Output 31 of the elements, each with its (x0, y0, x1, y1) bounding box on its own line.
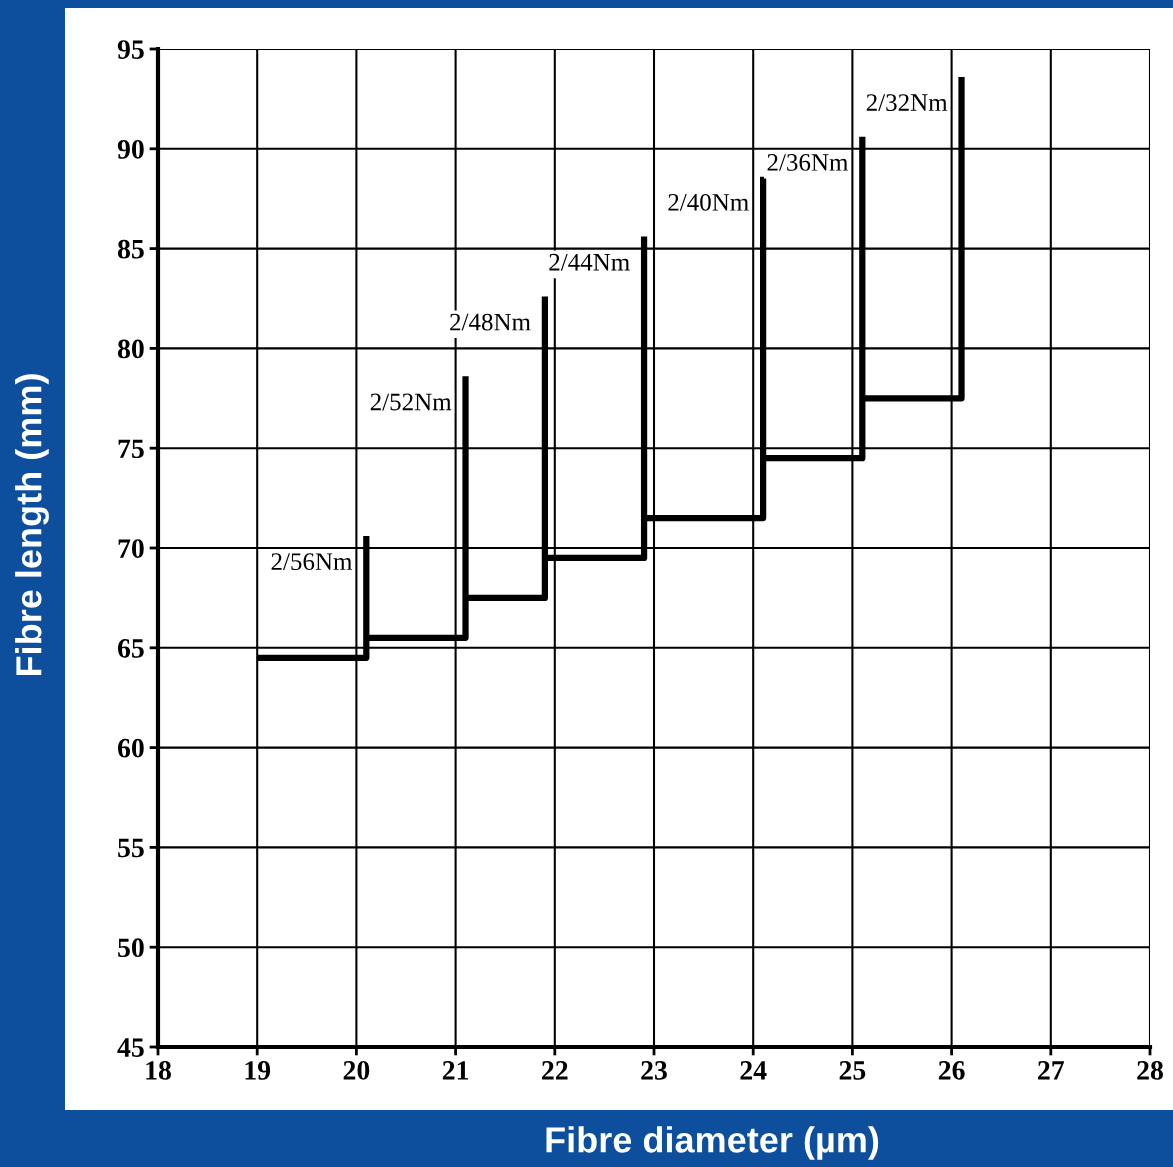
y-tick-label: 75 (118, 439, 144, 459)
series-label: 2/56Nm (271, 553, 353, 571)
series-label: 2/52Nm (370, 393, 452, 411)
x-tick-label: 24 (740, 1061, 767, 1080)
series-label: 2/48Nm (450, 313, 531, 331)
y-tick-label: 85 (117, 239, 144, 259)
y-tick-label: 70 (118, 539, 144, 558)
x-tick-label: 25 (839, 1061, 866, 1080)
x-tick-label: 26 (938, 1061, 965, 1080)
y-axis-title: Fibre length (mm) (15, 374, 49, 676)
x-tick-label: 18 (146, 1061, 171, 1080)
series-label: 2/32Nm (866, 94, 948, 111)
x-tick-label: 22 (542, 1061, 568, 1080)
x-tick-label: 19 (245, 1061, 271, 1080)
y-tick-label: 65 (117, 639, 144, 658)
x-axis-title: Fibre diameter (µm) (546, 1126, 879, 1160)
x-tick-label: 27 (1038, 1061, 1065, 1080)
y-tick-label: 55 (118, 838, 144, 858)
y-tick-label: 45 (117, 1038, 144, 1057)
y-tick-label: 80 (117, 339, 144, 359)
x-tick-label: 28 (1137, 1061, 1163, 1080)
x-tick-label: 23 (641, 1061, 667, 1080)
y-tick-label: 90 (117, 139, 144, 159)
y-tick-label: 95 (117, 40, 144, 59)
y-tick-label: 50 (118, 938, 144, 958)
series-label: 2/40Nm (668, 193, 749, 211)
series-label: 2/44Nm (549, 253, 630, 271)
x-tick-label: 21 (442, 1061, 469, 1080)
series-label: 2/36Nm (767, 154, 849, 171)
y-tick-label: 60 (117, 738, 144, 758)
x-tick-label: 20 (343, 1061, 370, 1080)
